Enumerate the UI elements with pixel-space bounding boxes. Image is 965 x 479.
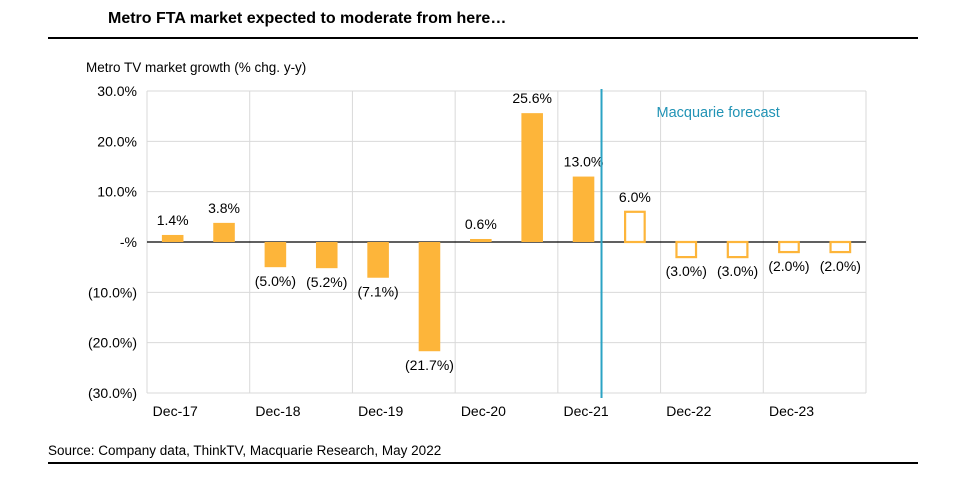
x-tick-label: Dec-19	[358, 403, 403, 419]
data-label: (5.0%)	[255, 273, 296, 289]
bar	[470, 238, 492, 242]
forecast-divider: Macquarie forecast	[600, 89, 780, 398]
data-label: (2.0%)	[768, 258, 809, 274]
y-axis-label: Metro TV market growth (% chg. y-y)	[86, 60, 307, 75]
top-rule	[48, 37, 918, 39]
data-label: 25.6%	[512, 90, 552, 106]
forecast-bar	[624, 210, 646, 244]
data-labels: 1.4% 3.8% (5.0%) (5.2%) (7.1%) (21.7%) 0.6% 25.…	[157, 90, 861, 373]
x-tick-label: Dec-17	[153, 403, 198, 419]
data-label: (21.7%)	[405, 357, 454, 373]
x-tick-label: Dec-23	[769, 403, 814, 419]
bars	[161, 113, 852, 352]
bar	[264, 242, 287, 268]
bar	[572, 176, 595, 242]
bar	[315, 242, 338, 269]
forecast-bar	[726, 240, 749, 259]
y-tick-labels: 30.0% 20.0% 10.0% -% (10.0%) (20.0%) (30.0%)	[88, 83, 137, 401]
x-tick-labels: Dec-17 Dec-18 Dec-19 Dec-20 Dec-21 Dec-22 Dec-…	[153, 403, 815, 419]
x-tick-label: Dec-21	[564, 403, 609, 419]
y-tick-label: 10.0%	[97, 184, 137, 200]
y-tick-label: (30.0%)	[88, 385, 137, 401]
y-tick-label: 30.0%	[97, 83, 137, 99]
data-label: 1.4%	[157, 212, 189, 228]
data-label: (5.2%)	[306, 274, 347, 290]
data-label: 0.6%	[465, 216, 497, 232]
bar	[521, 113, 543, 242]
data-label: (2.0%)	[820, 258, 861, 274]
data-label: (3.0%)	[717, 263, 758, 279]
bar	[367, 242, 389, 278]
y-tick-label: (20.0%)	[88, 335, 137, 351]
y-tick-label: (10.0%)	[88, 284, 137, 300]
bar	[213, 222, 235, 242]
forecast-bar	[675, 240, 698, 259]
bar	[418, 242, 441, 352]
forecast-annotation: Macquarie forecast	[657, 105, 780, 121]
forecast-bar	[829, 240, 852, 254]
data-label: 3.8%	[208, 200, 240, 216]
y-tick-label: -%	[120, 234, 137, 250]
bottom-rule	[48, 462, 918, 464]
data-label: (3.0%)	[666, 263, 707, 279]
data-label: 6.0%	[619, 189, 651, 205]
bar	[161, 234, 184, 242]
x-tick-label: Dec-18	[255, 403, 300, 419]
x-tick-label: Dec-22	[666, 403, 711, 419]
chart-title: Metro FTA market expected to moderate fr…	[108, 10, 507, 27]
y-tick-label: 20.0%	[97, 133, 137, 149]
x-tick-label: Dec-20	[461, 403, 506, 419]
data-label: (7.1%)	[357, 284, 398, 300]
data-label: 13.0%	[564, 154, 604, 170]
forecast-bar	[778, 240, 800, 254]
gridlines	[146, 90, 867, 394]
source-note: Source: Company data, ThinkTV, Macquarie…	[48, 443, 442, 458]
